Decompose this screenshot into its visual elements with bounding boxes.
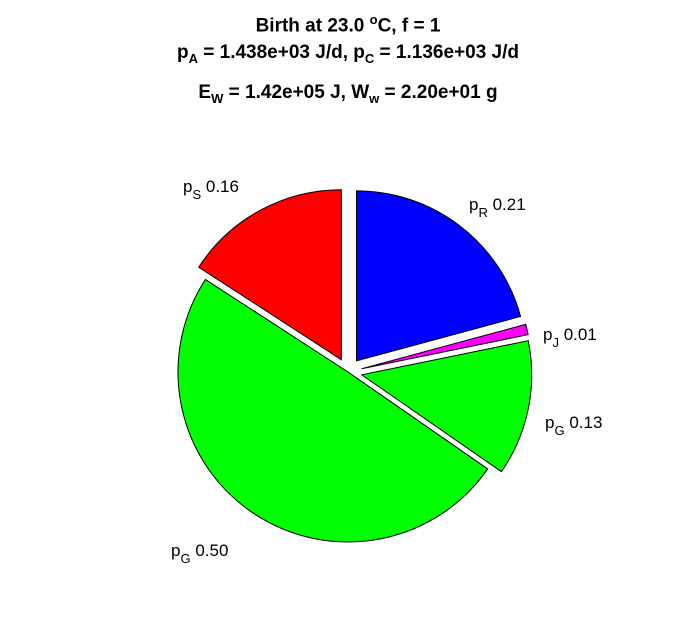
slice-label-pG-0.50: pG 0.50: [171, 541, 228, 566]
title-line-2-part-4: = 1.136e+03 J/d: [374, 42, 519, 63]
title-line-1-part-2: C, f = 1: [377, 15, 441, 37]
title-line-3: EW = 1.42e+05 J, Ww = 2.20e+01 g: [0, 82, 696, 106]
slice-label-pR-0.21: pR 0.21: [469, 195, 526, 220]
slice-label-pS-0.16: pS 0.16: [183, 177, 239, 202]
slice-label-pG-0.13: pG 0.13: [545, 413, 602, 438]
title-line-3-part-3: w: [369, 90, 380, 106]
title-line-2-part-2: = 1.438e+03 J/d, p: [197, 42, 365, 63]
title-line-3-part-0: E: [198, 82, 212, 103]
pie-slice-pG-0.13: [360, 340, 533, 473]
title-line-1: Birth at 23.0 oC, f = 1: [0, 12, 696, 37]
slice-label-pJ-0.01: pJ 0.01: [543, 325, 597, 350]
title-line-2-part-3: C: [364, 50, 375, 66]
pie-slice-pG-0.50: [177, 278, 489, 543]
title-line-3-part-4: = 2.20e+01 g: [379, 82, 498, 103]
title-line-3-part-1: W: [211, 90, 224, 106]
pie-slice-pS-0.16: [198, 189, 342, 361]
title-line-1-part-0: Birth at 23.0: [255, 15, 370, 37]
title-line-2-part-1: A: [188, 50, 198, 66]
title-line-2-part-0: p: [176, 42, 189, 63]
title-line-3-part-2: = 1.42e+05 J, W: [223, 82, 370, 103]
title-line-2: pA = 1.438e+03 J/d, pC = 1.136e+03 J/d: [0, 42, 696, 66]
pie-slice-pJ-0.01: [361, 323, 529, 370]
title-line-1-part-1: o: [369, 12, 378, 27]
pie-slice-pR-0.21: [356, 190, 522, 362]
